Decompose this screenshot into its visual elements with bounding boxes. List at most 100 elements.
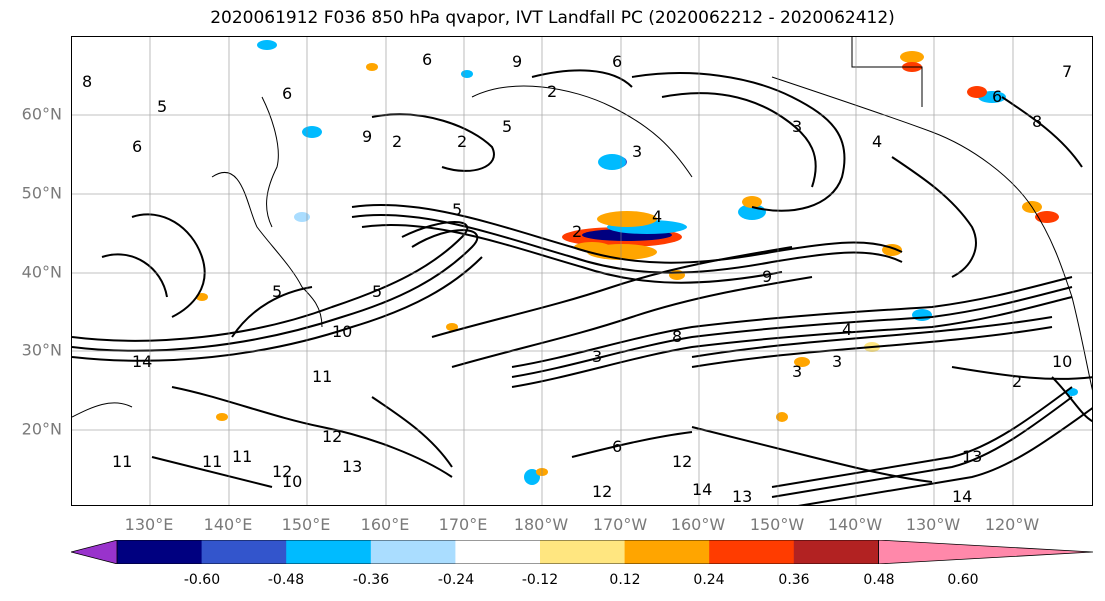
contour-label: 2 [457, 132, 467, 151]
contour-line [691, 426, 933, 483]
contour-line [531, 69, 633, 88]
coastline [471, 85, 693, 178]
coastline [211, 171, 323, 328]
anomaly-blob [294, 212, 310, 222]
contour-label: 14 [952, 487, 972, 506]
contour-label: 6 [612, 437, 622, 456]
lon-label-120w: 120°W [984, 515, 1040, 534]
anomaly-blob [794, 357, 810, 367]
coastline [72, 402, 133, 418]
colorbar-segment [455, 540, 541, 564]
contour-label: 14 [132, 352, 152, 371]
contour-label: 3 [592, 347, 602, 366]
lat-label-50n: 50°N [21, 183, 62, 203]
coastline [261, 96, 279, 228]
contour-label: 7 [1062, 62, 1072, 81]
anomaly-blob [216, 413, 228, 421]
contour-label: 14 [692, 480, 712, 499]
contour-label: 9 [362, 127, 372, 146]
colorbar-segment [117, 540, 203, 564]
anomaly-blob [742, 196, 762, 208]
contour-line [371, 113, 495, 172]
contour-label: 10 [282, 472, 302, 491]
lon-label-140e: 140°E [203, 515, 253, 534]
contour-label: 13 [732, 487, 752, 506]
anomaly-blob [524, 469, 540, 485]
lat-label-60n: 60°N [21, 104, 62, 124]
contour-label: 3 [832, 352, 842, 371]
contour-label: 13 [962, 447, 982, 466]
contour-line [511, 276, 1073, 368]
contour-line [351, 204, 903, 264]
contour-line [571, 431, 693, 458]
contour-line [131, 213, 206, 318]
contour-label: 12 [592, 482, 612, 501]
lon-label-150e: 150°E [281, 515, 331, 534]
lon-label-150w: 150°W [749, 515, 805, 534]
anomaly-blob [446, 323, 458, 331]
colorbar-tick-label: 0.48 [863, 572, 895, 588]
contour-line [691, 326, 1053, 368]
contour-label: 4 [872, 132, 882, 151]
contour-line [72, 221, 469, 342]
contour-label: 13 [342, 457, 362, 476]
contour-label: 2 [1012, 372, 1022, 391]
colorbar-segment [624, 540, 710, 564]
contour-label: 8 [672, 327, 682, 346]
colorbar-segment [201, 540, 287, 564]
anomaly-blob [598, 154, 626, 170]
contour-label: 5 [157, 97, 167, 116]
anomaly-blob [1035, 211, 1059, 223]
lon-label-170w: 170°W [592, 515, 648, 534]
contour-line [151, 456, 273, 488]
lat-label-40n: 40°N [21, 262, 62, 282]
anomaly-blob [574, 242, 610, 252]
contour-label: 9 [512, 52, 522, 71]
contour-line [771, 386, 1073, 488]
contour-label: 10 [332, 322, 352, 341]
contour-line [451, 276, 813, 368]
anomaly-blob [669, 270, 685, 280]
lat-label-20n: 20°N [21, 419, 62, 439]
contour-line [771, 396, 1073, 498]
map-title: 2020061912 F036 850 hPa qvapor, IVT Land… [210, 8, 895, 28]
contour-label: 11 [112, 452, 132, 471]
lon-label-180w: 180°W [513, 515, 569, 534]
contour-line [951, 366, 1092, 380]
contour-line [511, 286, 1073, 378]
colorbar-tick-label: -0.12 [521, 572, 559, 588]
contour-label: 3 [792, 362, 802, 381]
contour-label: 6 [132, 137, 142, 156]
anomaly-blob [461, 70, 473, 78]
contour-label: 8 [1032, 112, 1042, 131]
anomaly-blob [302, 126, 322, 138]
contour-label: 12 [322, 427, 342, 446]
contour-label: 12 [672, 452, 692, 471]
contour-line [1001, 96, 1083, 168]
anomaly-blob [366, 63, 378, 71]
contour-label: 6 [422, 50, 432, 69]
colorbar-outline [116, 540, 879, 564]
contour-label: 8 [82, 72, 92, 91]
contour-label: 4 [842, 320, 852, 339]
lon-label-130e: 130°E [124, 515, 174, 534]
contour-label: 11 [232, 447, 252, 466]
contour-label: 12 [272, 462, 292, 481]
contour-label: 10 [1052, 352, 1072, 371]
colorbar-tick-label: -0.48 [267, 572, 305, 588]
contour-line [891, 156, 977, 278]
contour-line [431, 246, 793, 338]
contour-label: 11 [312, 367, 332, 386]
contour-label: 4 [652, 207, 662, 226]
contour-line [661, 92, 817, 188]
colorbar-tick-label: 0.36 [778, 572, 810, 588]
contour-label: 6 [992, 87, 1002, 106]
colorbar-segment [286, 540, 372, 564]
lat-label-30n: 30°N [21, 340, 62, 360]
colorbar-segment [709, 540, 795, 564]
contour-line [351, 214, 903, 274]
graticule [72, 37, 1092, 505]
contour-line [1051, 376, 1092, 423]
colorbar-tick-label: 0.12 [609, 572, 641, 588]
